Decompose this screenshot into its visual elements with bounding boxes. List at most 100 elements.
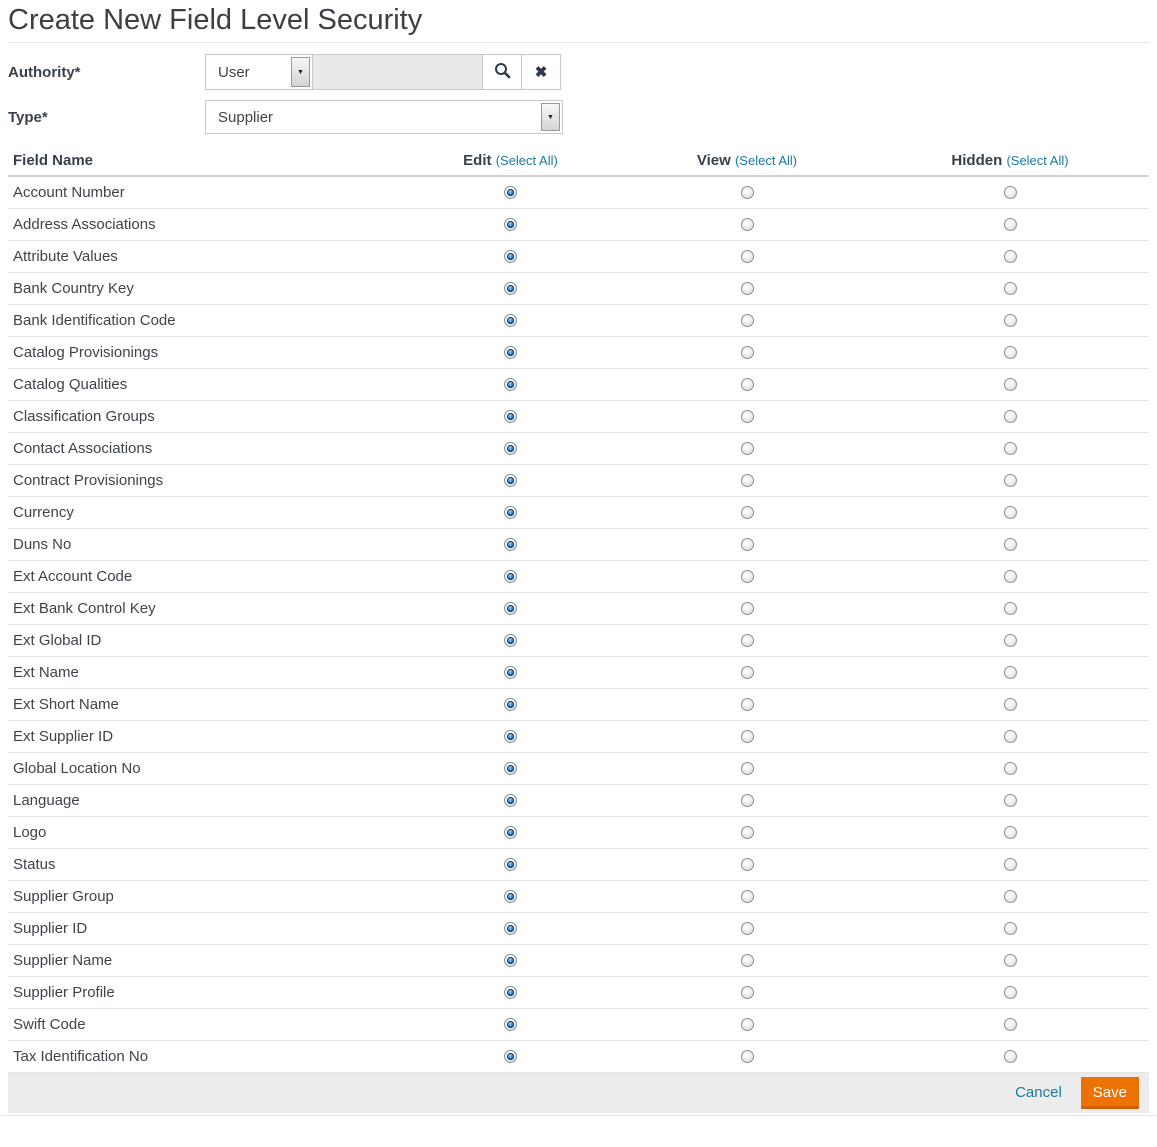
view-radio-button[interactable] [740,666,754,680]
edit-radio-button[interactable] [504,602,517,616]
view-radio-button[interactable] [740,410,754,424]
view-radio-button[interactable] [740,506,754,520]
edit-radio-button[interactable] [504,474,517,488]
table-row: Address Associations [8,208,1149,241]
table-row: Classification Groups [8,400,1149,433]
edit-radio-button[interactable] [504,442,517,456]
hidden-radio-button[interactable] [1003,858,1017,872]
hidden-radio-button[interactable] [1003,282,1017,296]
view-radio-button[interactable] [740,218,754,232]
edit-radio-button[interactable] [504,794,517,808]
view-radio-button[interactable] [740,250,754,264]
cancel-button[interactable]: Cancel [1015,1084,1062,1101]
edit-radio-button[interactable] [504,218,517,232]
view-radio-button[interactable] [740,794,754,808]
edit-radio-button[interactable] [504,186,517,200]
edit-radio-button[interactable] [504,410,517,424]
authority-search-input[interactable] [312,54,483,90]
edit-radio-button[interactable] [504,986,517,1000]
edit-radio-button[interactable] [504,538,517,552]
view-radio-button[interactable] [740,346,754,360]
edit-radio-button[interactable] [504,314,517,328]
edit-radio-button[interactable] [504,922,517,936]
hidden-radio-button[interactable] [1003,378,1017,392]
edit-radio-button[interactable] [504,570,517,584]
hidden-radio-button[interactable] [1003,890,1017,904]
view-radio-button[interactable] [740,762,754,776]
view-radio-button[interactable] [740,730,754,744]
view-radio-button[interactable] [740,922,754,936]
edit-radio-button[interactable] [504,250,517,264]
view-radio-button[interactable] [740,826,754,840]
edit-radio-button[interactable] [504,634,517,648]
edit-radio-button[interactable] [504,666,517,680]
hidden-radio-button[interactable] [1003,474,1017,488]
hidden-radio-button[interactable] [1003,602,1017,616]
hidden-radio-button[interactable] [1003,570,1017,584]
edit-radio-button[interactable] [504,346,517,360]
view-radio-button[interactable] [740,314,754,328]
edit-radio-button[interactable] [504,378,517,392]
edit-radio-button[interactable] [504,698,517,712]
edit-radio-button[interactable] [504,506,517,520]
field-name-label: Supplier Group [8,880,398,913]
hidden-radio-button[interactable] [1003,826,1017,840]
edit-select-all-link[interactable]: (Select All) [495,153,558,168]
hidden-radio-button[interactable] [1003,506,1017,520]
view-radio-button[interactable] [740,858,754,872]
hidden-select-all-link[interactable]: (Select All) [1006,153,1069,168]
hidden-radio-button[interactable] [1003,442,1017,456]
hidden-radio-button[interactable] [1003,666,1017,680]
clear-button[interactable]: ✖ [521,54,561,90]
hidden-radio-button[interactable] [1003,922,1017,936]
hidden-radio-button[interactable] [1003,314,1017,328]
hidden-radio-button[interactable] [1003,634,1017,648]
view-radio-button[interactable] [740,986,754,1000]
view-radio-button[interactable] [740,954,754,968]
hidden-radio-button[interactable] [1003,954,1017,968]
hidden-radio-button[interactable] [1003,186,1017,200]
hidden-radio-button[interactable] [1003,410,1017,424]
type-select[interactable]: Supplier ▼ [205,100,563,134]
view-radio-button[interactable] [740,698,754,712]
hidden-radio-button[interactable] [1003,346,1017,360]
view-radio-button[interactable] [740,474,754,488]
edit-radio-button[interactable] [504,858,517,872]
hidden-radio-button[interactable] [1003,538,1017,552]
view-radio-button[interactable] [740,186,754,200]
edit-radio-button[interactable] [504,1018,517,1032]
edit-radio-button[interactable] [504,954,517,968]
view-radio-button[interactable] [740,602,754,616]
view-radio-button[interactable] [740,282,754,296]
hidden-radio-button[interactable] [1003,218,1017,232]
view-select-all-link[interactable]: (Select All) [734,153,798,168]
edit-radio-button[interactable] [504,762,517,776]
hidden-radio-button[interactable] [1003,762,1017,776]
edit-radio-button[interactable] [504,282,517,296]
search-button[interactable] [482,54,522,90]
view-radio-button[interactable] [740,890,754,904]
view-radio-button[interactable] [740,570,754,584]
authority-label: Authority* [8,63,81,81]
hidden-radio-button[interactable] [1003,698,1017,712]
view-radio-button[interactable] [740,634,754,648]
view-radio-button[interactable] [740,538,754,552]
view-radio-button[interactable] [740,378,754,392]
authority-select[interactable]: User ▼ [205,54,313,90]
edit-radio-button[interactable] [504,1050,517,1064]
edit-radio-button[interactable] [504,826,517,840]
hidden-radio-button[interactable] [1003,1050,1017,1064]
view-radio-button[interactable] [740,442,754,456]
edit-radio-button[interactable] [504,890,517,904]
view-radio-button[interactable] [740,1050,754,1064]
hidden-radio-button[interactable] [1003,250,1017,264]
view-radio-button[interactable] [740,1018,754,1032]
hidden-radio-button[interactable] [1003,1018,1017,1032]
view-radio-cell [623,368,871,401]
hidden-radio-button[interactable] [1003,794,1017,808]
save-button[interactable]: Save [1080,1076,1139,1109]
edit-radio-cell [398,464,623,497]
hidden-radio-button[interactable] [1003,730,1017,744]
hidden-radio-button[interactable] [1003,986,1017,1000]
edit-radio-button[interactable] [504,730,517,744]
